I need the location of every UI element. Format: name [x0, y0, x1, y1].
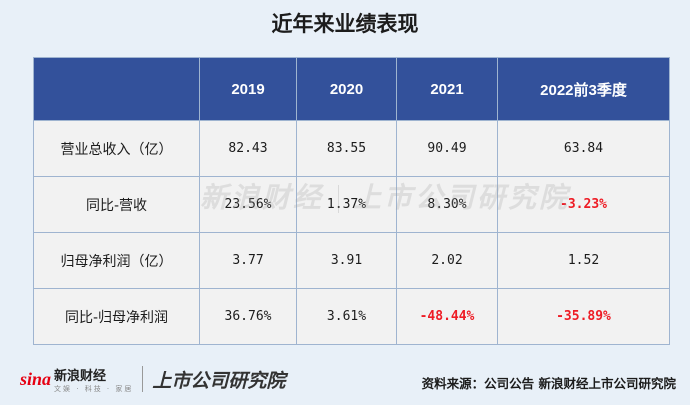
table-cell: 3.91	[296, 232, 397, 289]
table-cell: 90.49	[396, 120, 498, 177]
performance-table: 2019 2020 2021 2022前3季度 营业总收入（亿） 82.43 8…	[33, 57, 670, 345]
metric-label: 同比-归母净利润	[33, 288, 200, 345]
header-cell	[33, 57, 200, 121]
header-cell: 2021	[396, 57, 498, 121]
table-row: 同比-归母净利润 36.76% 3.61% -48.44% -35.89%	[33, 288, 670, 345]
metric-label: 归母净利润（亿）	[33, 232, 200, 289]
logo-name: 新浪财经	[54, 368, 107, 384]
table-cell: -48.44%	[396, 288, 498, 345]
table-row: 归母净利润（亿） 3.77 3.91 2.02 1.52	[33, 232, 670, 289]
logo-text-group: 新浪财经 文娱 · 科技 · 家居	[54, 365, 133, 394]
table-cell: 3.61%	[296, 288, 397, 345]
source-note: 资料来源：公司公告 新浪财经上市公司研究院	[421, 376, 676, 391]
sina-finance-logo: sina 新浪财经 文娱 · 科技 · 家居 上市公司研究院	[20, 362, 285, 396]
table-cell: 1.52	[497, 232, 670, 289]
logo-divider	[142, 366, 144, 392]
table-cell: -35.89%	[497, 288, 670, 345]
header-cell: 2022前3季度	[497, 57, 670, 121]
watermark-divider	[338, 185, 340, 213]
metric-label: 同比-营收	[33, 176, 200, 233]
sina-eye-icon: sina	[20, 368, 52, 389]
header-cell: 2019	[199, 57, 297, 121]
table-cell: 83.55	[296, 120, 397, 177]
header-cell: 2020	[296, 57, 397, 121]
logo-sub: 文娱 · 科技 · 家居	[54, 384, 134, 393]
table-cell: 36.76%	[199, 288, 297, 345]
table-row: 营业总收入（亿） 82.43 83.55 90.49 63.84	[33, 120, 670, 177]
logo-institute: 上市公司研究院	[152, 369, 286, 392]
metric-label: 营业总收入（亿）	[33, 120, 200, 177]
table-cell: 63.84	[497, 120, 670, 177]
watermark-left: 新浪财经	[200, 181, 325, 214]
page-title: 近年来业绩表现	[271, 12, 419, 36]
table-header-row: 2019 2020 2021 2022前3季度	[33, 57, 670, 121]
table-cell: -3.23%	[497, 176, 670, 233]
table-cell: 2.02	[396, 232, 498, 289]
table-cell: 82.43	[199, 120, 297, 177]
table-cell: 3.77	[199, 232, 297, 289]
table-cell: 1.37%	[296, 176, 397, 233]
watermark: 新浪财经 上市公司研究院	[200, 176, 570, 216]
table-cell: 23.56%	[199, 176, 297, 233]
watermark-right: 上市公司研究院	[353, 181, 571, 214]
